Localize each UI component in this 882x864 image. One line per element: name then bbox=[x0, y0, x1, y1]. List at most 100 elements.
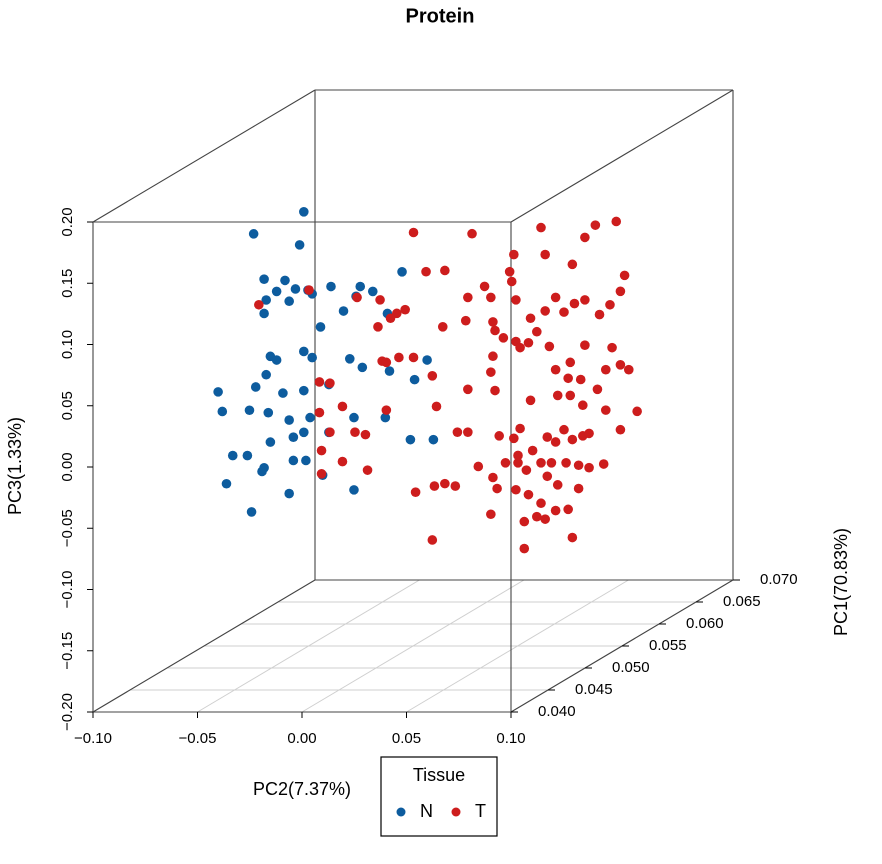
point bbox=[408, 352, 419, 363]
point bbox=[567, 259, 578, 270]
z-tick-label: 0.20 bbox=[59, 207, 76, 236]
point bbox=[316, 469, 327, 479]
point bbox=[532, 511, 542, 522]
point bbox=[325, 427, 335, 437]
point bbox=[605, 299, 615, 310]
point bbox=[278, 388, 288, 398]
point bbox=[500, 458, 511, 468]
point bbox=[301, 455, 311, 466]
point bbox=[338, 306, 349, 316]
point bbox=[250, 382, 261, 392]
point bbox=[619, 270, 630, 281]
point bbox=[509, 249, 519, 260]
x-tick-label: −0.10 bbox=[74, 730, 112, 747]
point bbox=[410, 487, 421, 498]
point bbox=[527, 445, 538, 456]
point bbox=[594, 309, 605, 320]
point bbox=[546, 458, 557, 468]
point bbox=[290, 284, 301, 294]
point bbox=[316, 445, 327, 456]
point bbox=[532, 326, 542, 337]
z-tick-label: 0.15 bbox=[59, 269, 76, 298]
point bbox=[536, 498, 546, 509]
point bbox=[536, 222, 546, 233]
point bbox=[421, 266, 431, 277]
point bbox=[490, 325, 500, 336]
z-tick-label: 0.00 bbox=[59, 452, 76, 481]
point bbox=[350, 427, 360, 437]
point bbox=[511, 484, 521, 495]
point bbox=[326, 281, 336, 292]
point bbox=[540, 249, 550, 260]
point bbox=[257, 466, 267, 477]
legend-label: T bbox=[475, 801, 486, 821]
point bbox=[299, 346, 309, 357]
y-tick-label: 0.060 bbox=[686, 615, 724, 632]
point bbox=[584, 462, 594, 473]
plot-area: −0.10 −0.05 0.00 0.05 0.10 −0.20 −0.15 −0.10 −0.… bbox=[59, 89, 798, 747]
point bbox=[467, 228, 477, 239]
point bbox=[381, 357, 392, 368]
point bbox=[360, 429, 371, 440]
point bbox=[400, 304, 410, 315]
point bbox=[299, 385, 309, 396]
point bbox=[523, 337, 534, 348]
y-tick-label: 0.045 bbox=[575, 681, 613, 698]
point bbox=[550, 505, 561, 516]
point bbox=[337, 456, 348, 467]
point bbox=[552, 390, 563, 401]
point bbox=[284, 296, 294, 307]
point bbox=[578, 400, 588, 411]
point bbox=[504, 266, 515, 277]
point bbox=[611, 216, 622, 227]
point bbox=[213, 387, 223, 397]
point bbox=[552, 480, 563, 490]
point bbox=[463, 292, 473, 303]
x-tick-label: −0.05 bbox=[179, 730, 217, 747]
point bbox=[567, 532, 578, 543]
point bbox=[305, 412, 315, 423]
box-edge bbox=[92, 579, 316, 713]
point bbox=[567, 434, 578, 445]
y-tick-label: 0.055 bbox=[649, 637, 687, 654]
point bbox=[384, 366, 395, 376]
y-tick-label: 0.040 bbox=[538, 703, 576, 720]
point bbox=[280, 275, 290, 286]
point bbox=[550, 364, 561, 375]
box-edge bbox=[92, 89, 316, 223]
point bbox=[314, 377, 325, 387]
point bbox=[299, 427, 309, 438]
y-tick-label: 0.065 bbox=[723, 593, 761, 610]
z-tick-label: 0.05 bbox=[59, 391, 76, 420]
point bbox=[513, 458, 523, 468]
point bbox=[263, 407, 274, 418]
point bbox=[615, 360, 626, 370]
point bbox=[362, 465, 373, 475]
point bbox=[506, 276, 517, 287]
point bbox=[575, 374, 586, 385]
point bbox=[580, 340, 590, 351]
point bbox=[573, 460, 584, 471]
point bbox=[615, 424, 626, 435]
point bbox=[422, 355, 432, 365]
point bbox=[592, 384, 603, 395]
point bbox=[304, 285, 314, 295]
point bbox=[536, 458, 546, 468]
point bbox=[525, 395, 536, 406]
point bbox=[463, 384, 473, 395]
point bbox=[349, 412, 359, 423]
point bbox=[437, 322, 448, 332]
point bbox=[590, 220, 601, 230]
point bbox=[375, 295, 385, 305]
point bbox=[565, 390, 576, 401]
point bbox=[259, 274, 269, 284]
point bbox=[248, 229, 259, 239]
z-tick-label: 0.10 bbox=[59, 330, 76, 359]
point bbox=[525, 313, 536, 324]
point bbox=[427, 371, 438, 381]
point bbox=[623, 364, 634, 375]
point bbox=[294, 240, 305, 250]
z-axis-label: PC3(1.33%) bbox=[5, 417, 25, 515]
point bbox=[337, 401, 348, 412]
y-tick-label: 0.070 bbox=[760, 571, 798, 588]
